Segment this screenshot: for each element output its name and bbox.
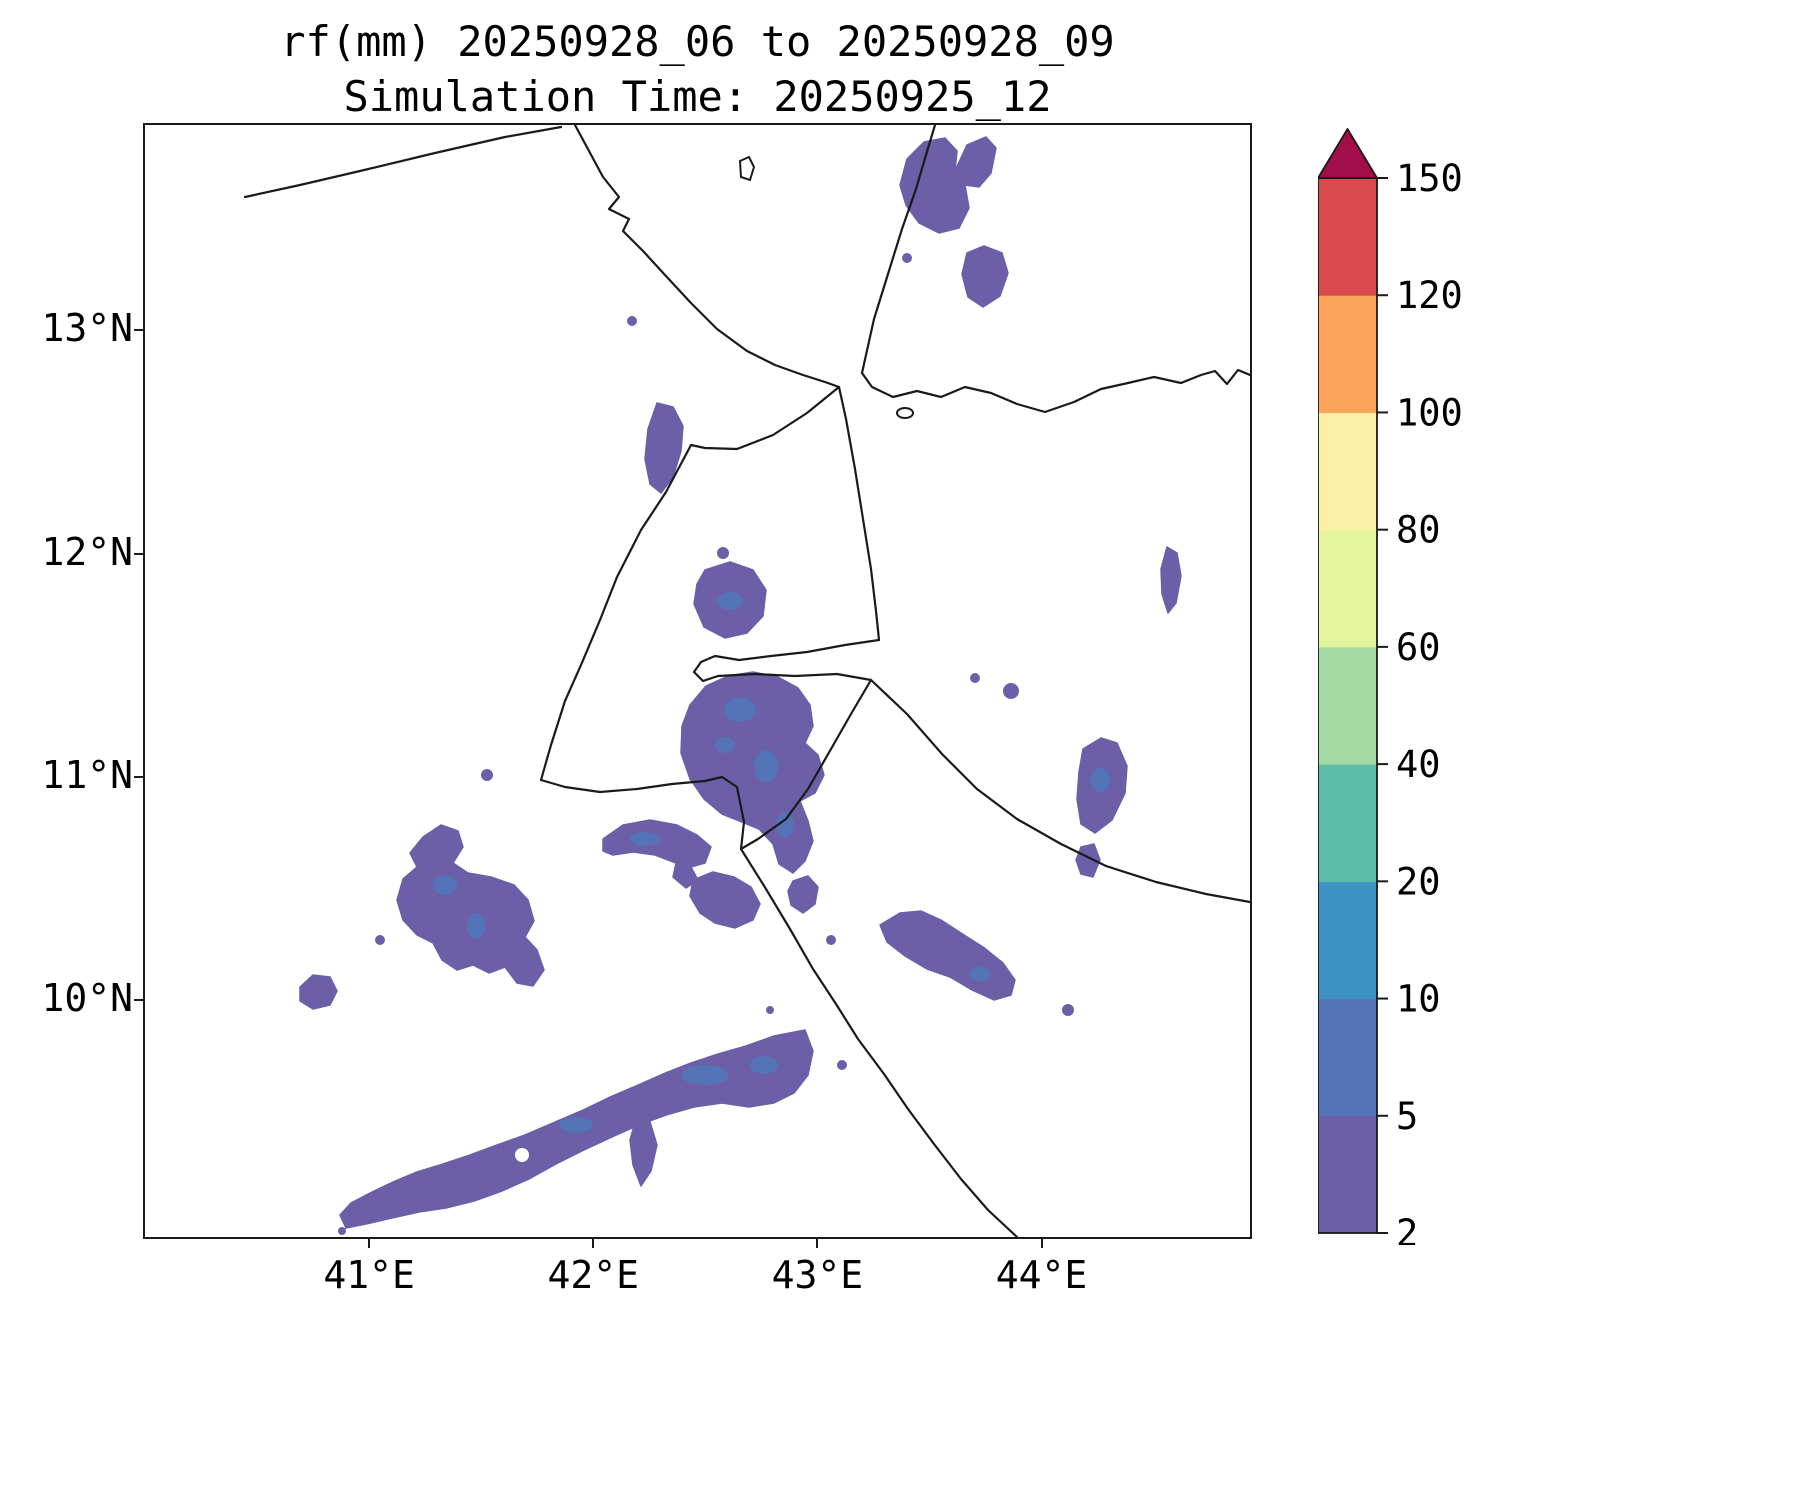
x-tick-mark	[592, 1237, 595, 1248]
spot-left-big-2	[467, 913, 485, 939]
patch-dot-left	[375, 935, 385, 945]
spot-bottom-2	[559, 1117, 593, 1133]
spot-center-big-4	[715, 737, 735, 753]
patch-center-lower-right	[787, 875, 819, 914]
x-tick-mark	[816, 1237, 819, 1248]
rain-patch-layer	[299, 136, 1182, 1235]
patch-left-big	[396, 824, 545, 987]
colorbar-tick-label: 100	[1396, 391, 1463, 434]
colorbar-segment-5-10	[1318, 998, 1377, 1117]
y-tick-label: 10°N	[41, 976, 133, 1021]
colorbar-tick-label: 40	[1396, 743, 1441, 786]
colorbar-segment-10-20	[1318, 881, 1377, 1000]
map-plot	[243, 125, 1250, 1237]
patch-dot-redsea	[627, 316, 637, 326]
colorbar-tick-label: 20	[1396, 860, 1441, 903]
chart-subtitle: Simulation Time: 20250925_12	[343, 72, 1052, 122]
colorbar-segment-2-5	[1318, 1115, 1377, 1234]
x-tick-mark	[1040, 1237, 1043, 1248]
island-bab-el-mandeb	[896, 407, 914, 419]
eritrea-coast-to-strait	[573, 125, 841, 389]
y-tick-mark	[134, 999, 145, 1002]
colorbar-tick-label: 10	[1396, 978, 1441, 1021]
colorbar: 2 5 10 20 40 60 80 100 120 150	[1318, 128, 1463, 1245]
patch-right-elongated	[879, 910, 1016, 1001]
hole-bottom-big	[515, 1148, 529, 1162]
patch-vertical-coast	[644, 402, 684, 494]
patch-topright-lower	[961, 245, 1009, 308]
spot-bottom-1	[681, 1065, 729, 1085]
colorbar-tick-label: 60	[1396, 626, 1441, 669]
patch-dot-east-b	[1003, 683, 1019, 699]
patch-dot-center	[826, 935, 836, 945]
patch-right-small	[1075, 843, 1101, 878]
chart-title-block: rf(mm) 20250928_06 to 20250928_09 Simula…	[145, 14, 1250, 125]
y-tick-mark	[134, 552, 145, 555]
patch-dot-topright	[902, 253, 912, 263]
obock-coast	[837, 385, 881, 642]
patch-dot-bottom-east	[837, 1060, 847, 1070]
colorbar-segment-100-120	[1318, 295, 1377, 413]
spot-center-big-1	[724, 698, 756, 722]
patch-dot-east-a	[970, 673, 980, 683]
border-ethiopia-somalia	[739, 847, 1019, 1237]
colorbar-tick-label: 150	[1396, 157, 1463, 200]
yemen-west-coast	[860, 125, 937, 375]
x-tick-mark	[368, 1237, 371, 1248]
colorbar-outline	[1318, 177, 1378, 1234]
colorbar-segment-80-100	[1318, 412, 1377, 531]
island-red-sea	[738, 155, 756, 182]
patch-left-small	[299, 974, 338, 1010]
patch-dot-southeast	[1062, 1004, 1074, 1016]
colorbar-segment-40-60	[1318, 646, 1377, 765]
colorbar-tick-label: 120	[1396, 274, 1463, 317]
y-tick-label: 13°N	[41, 306, 133, 351]
patch-dot-bottom-edge	[338, 1227, 346, 1235]
x-tick-label: 44°E	[995, 1253, 1088, 1297]
patch-dot-west	[481, 769, 493, 781]
patch-center-left	[602, 819, 712, 889]
x-tick-label: 43°E	[771, 1253, 864, 1297]
colorbar-tick-label: 80	[1396, 509, 1441, 552]
colorbar-extend-arrow	[1318, 128, 1378, 179]
spot-center-left	[630, 832, 660, 846]
y-tick-label: 12°N	[41, 529, 133, 574]
eritrea-coast-nw	[243, 125, 563, 199]
patch-topright	[899, 136, 997, 234]
patch-bottom-spur	[629, 1121, 658, 1187]
colorbar-segment-20-40	[1318, 764, 1377, 882]
spot-right-mid	[1090, 768, 1110, 792]
spot-center-big-2	[754, 750, 778, 782]
colorbar-segment-120-150	[1318, 178, 1377, 296]
patch-dot-central	[717, 547, 729, 559]
spot-right-elongated	[969, 967, 991, 981]
patch-right-sliver	[1160, 546, 1182, 614]
gulf-tadjoura-north-shore	[692, 638, 881, 683]
spot-mid	[717, 592, 743, 610]
y-tick-mark	[134, 329, 145, 332]
gulf-tadjoura-south-somali-coast	[716, 672, 1250, 904]
patch-dot-bottom-center	[766, 1006, 774, 1014]
border-eritrea-djibouti-ethiopia	[539, 385, 841, 851]
spot-bottom-3	[750, 1056, 778, 1074]
colorbar-segment-60-80	[1318, 529, 1377, 648]
colorbar-tick-label: 5	[1396, 1095, 1418, 1138]
patch-center-lower	[689, 871, 761, 929]
border-djibouti-somalia	[739, 678, 873, 851]
yemen-south-coast	[860, 368, 1250, 414]
coastline-layer	[243, 125, 1250, 1237]
y-tick-mark	[134, 776, 145, 779]
spot-left-big-1	[433, 875, 457, 895]
spot-center-big-3	[776, 813, 794, 837]
colorbar-tick-label: 2	[1396, 1212, 1418, 1245]
x-tick-label: 42°E	[547, 1253, 640, 1297]
hole-layer	[515, 1148, 529, 1162]
y-tick-label: 11°N	[41, 753, 133, 798]
chart-title: rf(mm) 20250928_06 to 20250928_09	[280, 17, 1115, 66]
x-tick-label: 41°E	[323, 1253, 415, 1297]
